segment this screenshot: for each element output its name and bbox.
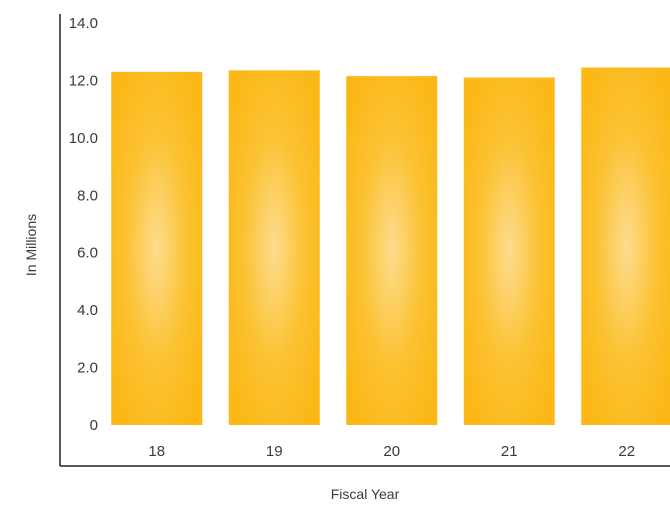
y-tick-label: 6.0 (77, 245, 98, 262)
bar-22 (581, 67, 670, 425)
bar-21 (463, 77, 555, 426)
x-axis: 18 19 20 21 22 (60, 443, 670, 467)
x-axis-title: Fiscal Year (331, 486, 400, 502)
x-tick-label: 22 (618, 443, 635, 460)
x-tick-label: 20 (383, 443, 400, 460)
bar-20 (346, 76, 438, 425)
bar-19 (228, 70, 320, 425)
y-tick-label: 2.0 (77, 360, 98, 377)
bar-18 (111, 71, 203, 426)
y-tick-label: 8.0 (77, 187, 98, 204)
y-axis-title: In Millions (23, 214, 39, 276)
bars-layer (111, 67, 670, 426)
y-tick-label: 10.0 (69, 130, 98, 147)
x-tick-label: 19 (266, 443, 283, 460)
y-tick-label: 4.0 (77, 302, 98, 319)
y-tick-label: 12.0 (69, 72, 98, 89)
y-axis: 0 2.0 4.0 6.0 8.0 10.0 12.0 14.0 (59, 14, 98, 466)
y-tick-label: 0 (90, 417, 98, 434)
x-tick-label: 21 (501, 443, 518, 460)
y-tick-label: 14.0 (69, 15, 98, 32)
x-tick-label: 18 (148, 443, 165, 460)
